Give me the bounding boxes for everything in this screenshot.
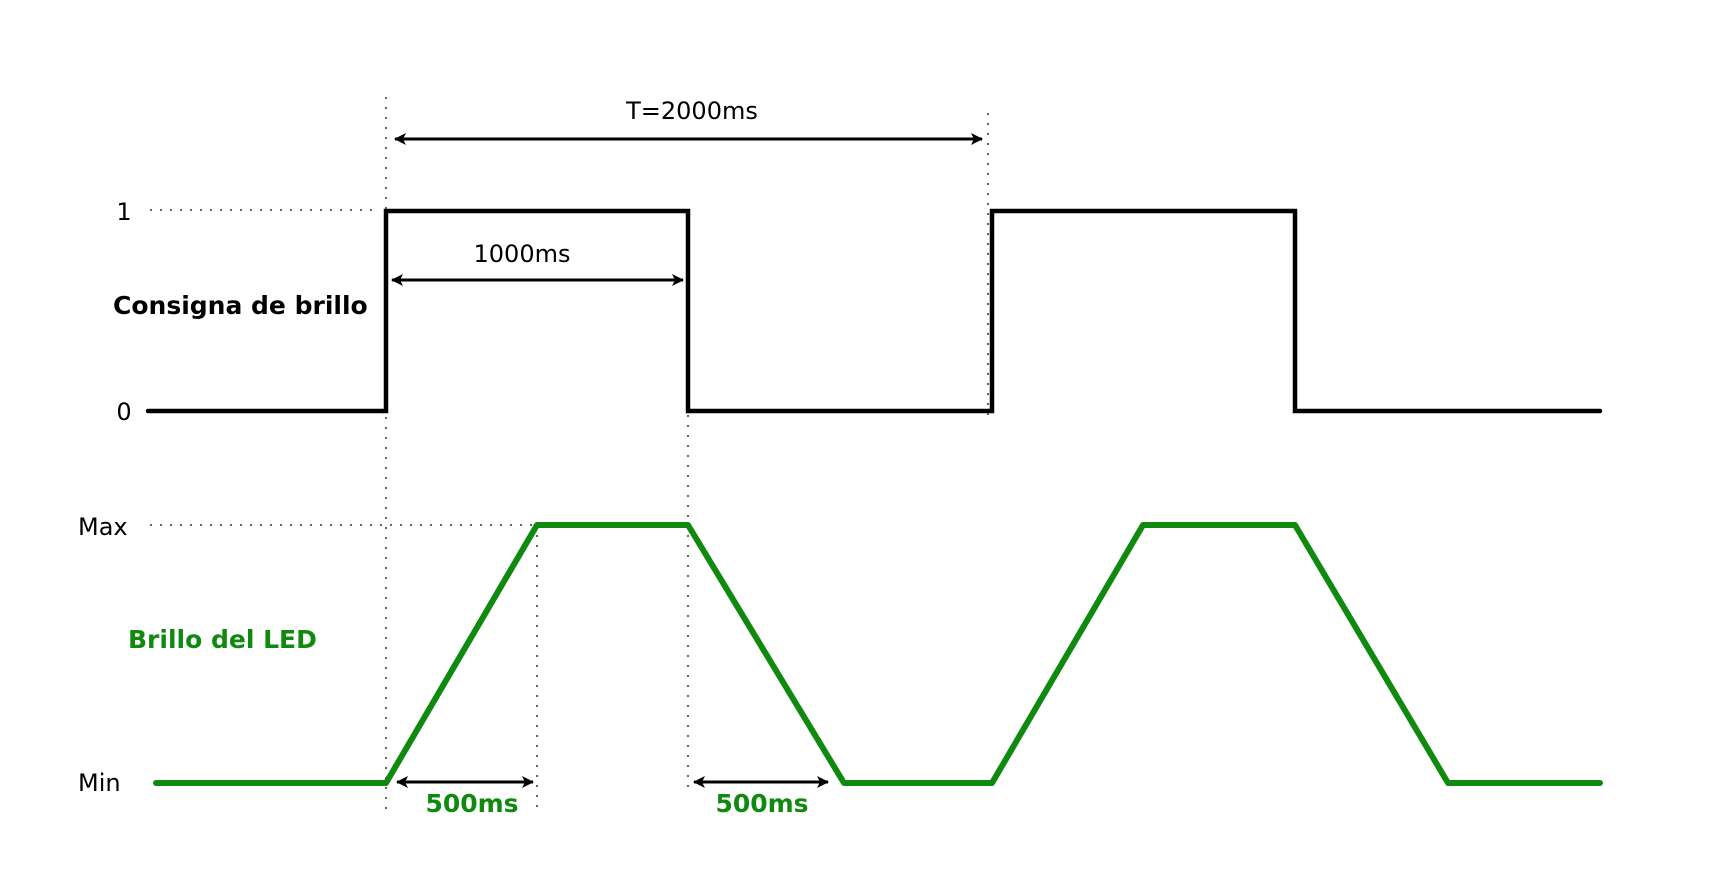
- brightness-min-label: Min: [78, 769, 121, 797]
- ramp-down-label: 500ms: [715, 789, 808, 818]
- signal-square-wave: [145, 208, 1603, 414]
- ramp-up-label: 500ms: [425, 789, 518, 818]
- brightness-series-label: Brillo del LED: [128, 625, 317, 654]
- guide-lines: [150, 97, 989, 815]
- brightness-max-label: Max: [78, 513, 128, 541]
- brightness-wave: [153, 522, 1603, 786]
- pulse-width-label: 1000ms: [474, 240, 571, 268]
- period-label: T=2000ms: [625, 97, 758, 125]
- signal-series-label: Consigna de brillo: [113, 291, 368, 320]
- signal-high-level-label: 1: [116, 198, 131, 226]
- signal-low-level-label: 0: [116, 398, 131, 426]
